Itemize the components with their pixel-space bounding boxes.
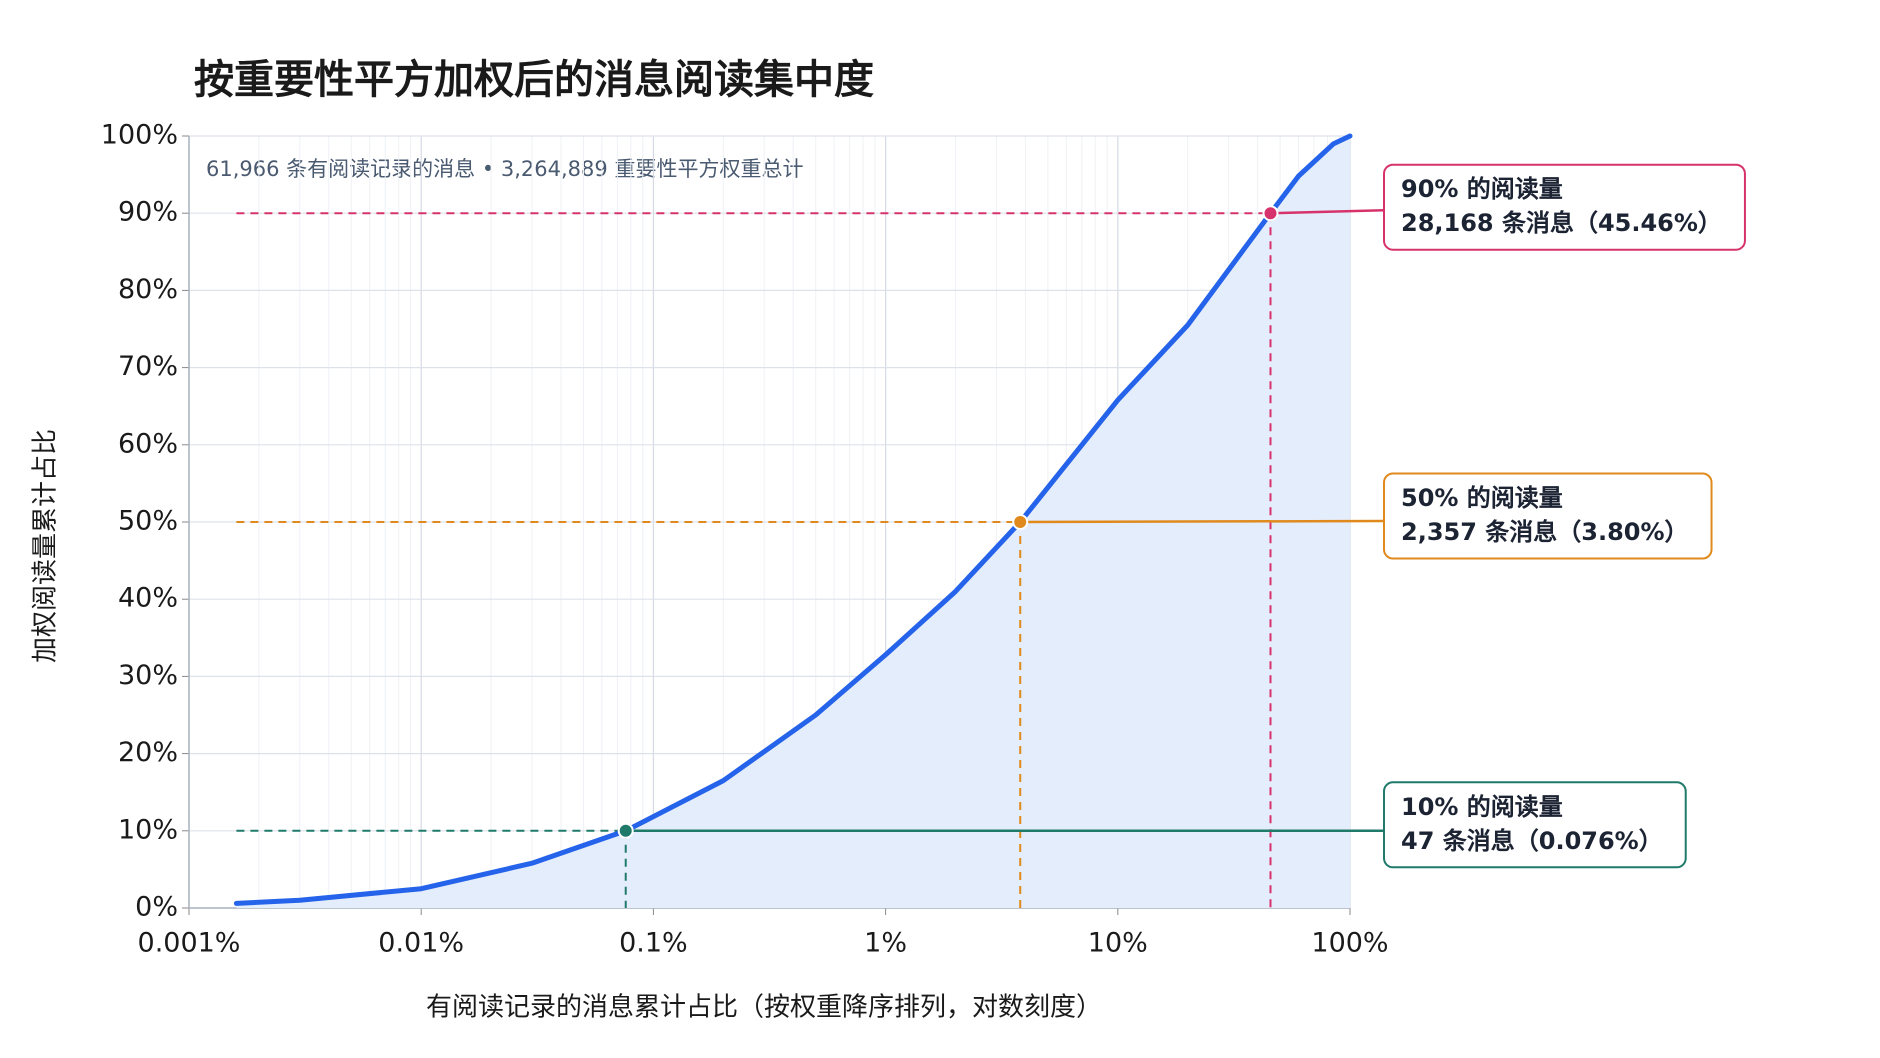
x-tick-label: 0.1% [619, 928, 688, 959]
y-tick-label: 60% [118, 428, 178, 459]
annotation-text: 47 条消息（0.076%） [1401, 827, 1663, 855]
chart-subtitle: 61,966 条有阅读记录的消息 • 3,264,889 重要性平方权重总计 [206, 157, 803, 181]
annotation-box [1383, 781, 1687, 869]
y-tick-label: 30% [118, 660, 178, 691]
area [236, 136, 1350, 908]
y-tick-label: 20% [118, 737, 178, 768]
annotation-point [617, 822, 634, 839]
annotation-text: 2,357 条消息（3.80%） [1401, 518, 1689, 546]
y-axis-label: 加权阅读量累计占比 [31, 429, 61, 663]
x-axis-label: 有阅读记录的消息累计占比（按权重降序排列，对数刻度） [426, 993, 1102, 1023]
annotation-text: 90% 的阅读量 [1401, 175, 1563, 203]
y-tick-label: 80% [118, 274, 178, 305]
y-tick-label: 100% [101, 120, 178, 151]
x-tick-label: 1% [864, 928, 907, 959]
annotation-box [1383, 163, 1746, 251]
y-tick-label: 90% [118, 197, 178, 228]
y-tick-label: 50% [118, 506, 178, 537]
annotation-point [1262, 205, 1279, 222]
annotation-text: 10% 的阅读量 [1401, 793, 1563, 821]
y-tick-label: 10% [118, 814, 178, 845]
annotation-connector [1020, 519, 1385, 524]
x-tick-label: 100% [1311, 928, 1388, 959]
annotation-connector [1270, 208, 1385, 215]
y-tick-label: 40% [118, 583, 178, 614]
annotation-box [1383, 472, 1713, 560]
y-tick-label: 0% [135, 892, 178, 923]
x-tick-label: 0.001% [138, 928, 241, 959]
x-tick-label: 10% [1088, 928, 1148, 959]
chart-title: 按重要性平方加权后的消息阅读集中度 [194, 57, 874, 103]
annotation-text: 28,168 条消息（45.46%） [1401, 209, 1722, 237]
annotation-point [1012, 514, 1029, 530]
annotation-text: 50% 的阅读量 [1401, 484, 1563, 512]
y-tick-label: 70% [118, 351, 178, 382]
line [233, 133, 1353, 906]
x-tick-label: 0.01% [378, 928, 464, 959]
